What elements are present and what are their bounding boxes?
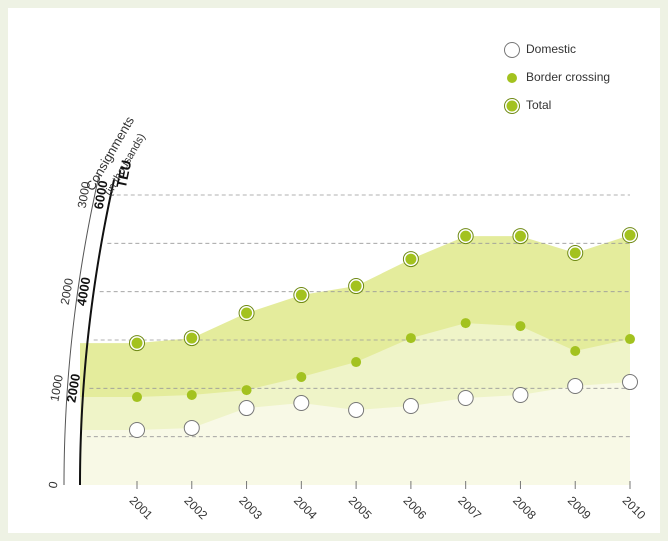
marker-border [186,390,197,401]
marker-total-core [295,289,307,301]
marker-total-core [569,247,581,259]
marker-domestic [402,398,419,415]
marks [129,227,638,438]
marker-border [460,318,471,329]
legend: Domestic Border crossing Total [504,42,610,114]
marker-domestic [622,374,638,391]
grid [86,194,630,438]
marker-total-core [460,230,472,242]
marker-border [625,334,635,345]
y-tick-label: 0 [46,480,61,489]
marker-border [351,357,362,368]
marker-border [296,372,307,383]
marker-domestic [457,390,474,406]
legend-label: Total [526,98,551,112]
y2-axis-title: TEU [113,159,134,190]
marker-domestic [567,378,584,395]
marker-total-core [405,253,417,265]
marker-border [405,333,416,344]
y-tick-label: 1000 [47,374,65,403]
legend-label: Border crossing [526,70,610,84]
legend-label: Domestic [526,42,576,56]
y-tick-label: 2000 [58,277,76,306]
marker-border [515,321,526,332]
marker-total-core [624,229,636,241]
marker-border [570,346,581,357]
y2-tick-label: 2000 [63,373,83,404]
marker-border [241,385,252,396]
marker-domestic [512,387,529,404]
marker-total-core [131,337,143,349]
marker-total-core [514,230,526,242]
band [80,382,630,485]
y2-tick-label: 6000 [91,179,111,210]
marker-domestic [293,395,310,412]
y2-tick-label: 4000 [74,276,94,307]
marker-border [132,392,142,403]
marker-domestic [183,419,200,436]
marker-domestic [348,401,365,418]
marker-border [507,73,517,83]
marker-domestic [504,42,520,58]
axis-line [79,179,115,486]
marker-domestic [129,421,145,438]
marker-total-core [506,100,518,112]
marker-domestic [238,400,255,417]
y-tick-label: 3000 [75,180,93,209]
marker-total-core [186,332,198,344]
axis-line [63,174,100,486]
marker-total-core [241,307,253,319]
marker-total-core [350,280,362,292]
